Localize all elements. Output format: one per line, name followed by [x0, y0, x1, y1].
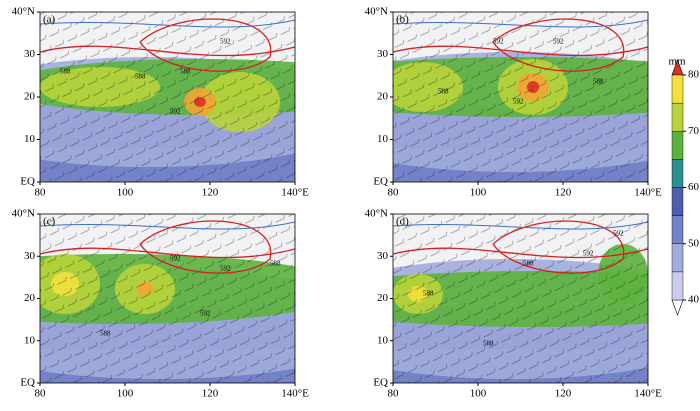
contour-label: 588: [423, 290, 434, 298]
map-field: 588 588 592 592 588: [40, 12, 295, 182]
x-tick-label: 80: [388, 388, 400, 400]
map-field: 592 592 588 592 588: [40, 214, 295, 383]
colorbar-band: [671, 243, 684, 273]
colorbar-tick-label: 80: [688, 69, 700, 81]
colorbar-band: [671, 74, 684, 104]
contour-label: 592: [583, 250, 594, 258]
y-tick-label: 10: [377, 133, 389, 145]
panel-label: (b): [396, 14, 409, 26]
colorbar-tick-label: 60: [688, 181, 700, 193]
jet-line: [393, 19, 648, 28]
panel-label: (c): [43, 216, 56, 228]
colorbar-tick-label: 40: [688, 294, 700, 306]
x-tick-label: 140°E: [634, 187, 662, 199]
contour-label: 592: [200, 310, 211, 318]
contour-label: 592: [613, 230, 624, 238]
x-tick-label: 120: [202, 187, 219, 199]
x-tick-label: 120: [555, 388, 572, 400]
x-tick-label: 140°E: [281, 187, 309, 199]
colorbar-tick-label: 70: [688, 125, 700, 137]
x-tick-label: 100: [470, 187, 487, 199]
y-tick-label: 30: [377, 48, 389, 60]
contour-label: 588: [180, 68, 191, 76]
x-tick-label: 80: [388, 187, 400, 199]
wind-barbs: [40, 214, 295, 383]
contour-label: 592: [220, 265, 231, 273]
y-tick-label: 40°N: [12, 208, 35, 220]
contour-592: [492, 18, 625, 72]
colorbar-band: [671, 215, 684, 244]
y-tick-label: 20: [24, 292, 36, 304]
y-tick-label: 40°N: [365, 6, 388, 18]
contour-label: 588: [135, 73, 146, 81]
contour-label: 588: [270, 260, 281, 268]
colorbar-tick-label: 50: [688, 237, 700, 249]
colorbar-band: [671, 131, 684, 160]
y-tick-label: 40°N: [365, 208, 388, 220]
colorbar-band: [671, 159, 684, 188]
contour-588: [393, 247, 648, 259]
jet-line: [40, 221, 295, 230]
map-panel: 592 592 588 592 588 (c) 80 100 120 140°E EQ 10 20 30 4…: [12, 208, 309, 400]
contour-label: 588: [523, 260, 534, 268]
colorbar-band: [671, 271, 684, 301]
contour-label: 588: [60, 68, 71, 76]
x-tick-label: 140°E: [634, 388, 662, 400]
jet-line: [40, 19, 295, 28]
x-tick-label: 100: [117, 388, 134, 400]
contour-label: 588: [100, 330, 111, 338]
contour-592: [492, 220, 625, 274]
contour-label: 592: [220, 38, 231, 46]
y-tick-label: 20: [377, 292, 389, 304]
y-tick-label: 10: [24, 133, 36, 145]
y-tick-label: EQ: [373, 377, 388, 389]
contour-label: 592: [170, 255, 181, 263]
y-tick-label: 30: [377, 250, 389, 262]
x-tick-label: 140°E: [281, 388, 309, 400]
colorbar-low: [671, 299, 684, 316]
y-tick-label: 10: [24, 334, 36, 346]
contour-588: [393, 45, 648, 57]
contour-588: [40, 247, 295, 259]
map-panel: 588 592 588 588 592 (d) 80 100 120 140°E EQ 10 20 30 4…: [365, 208, 662, 400]
colorbar-band: [671, 187, 684, 216]
map-field: 588 592 588 588 592: [393, 214, 648, 383]
contour-592: [139, 18, 272, 72]
x-tick-label: 100: [470, 388, 487, 400]
jet-line: [393, 221, 648, 230]
contour-label: 592: [170, 108, 181, 116]
contour-label: 588: [438, 88, 449, 96]
y-tick-label: 30: [24, 250, 36, 262]
contour-588: [40, 45, 295, 57]
y-tick-label: 20: [377, 91, 389, 103]
wind-barbs: [393, 12, 648, 182]
wind-barbs: [40, 12, 295, 182]
y-tick-label: 30: [24, 48, 36, 60]
y-tick-label: 10: [377, 334, 389, 346]
colorbar-band: [671, 102, 684, 132]
x-tick-label: 120: [555, 187, 572, 199]
x-tick-label: 80: [35, 388, 47, 400]
x-tick-label: 80: [35, 187, 47, 199]
y-tick-label: EQ: [373, 176, 388, 188]
x-tick-label: 100: [117, 187, 134, 199]
y-tick-label: EQ: [20, 377, 35, 389]
contour-label: 592: [493, 38, 504, 46]
y-tick-label: 40°N: [12, 6, 35, 18]
x-tick-label: 120: [202, 388, 219, 400]
contour-label: 588: [593, 78, 604, 86]
contour-label: 592: [553, 38, 564, 46]
map-panel: 588 588 592 592 588 (a) 80 100 120 140°E EQ 10 20 30 4…: [12, 6, 309, 199]
panel-label: (d): [396, 216, 409, 228]
contour-label: 588: [483, 340, 494, 348]
contour-592: [139, 220, 272, 274]
map-field: 588 592 592 588 592: [393, 12, 648, 182]
panel-label: (a): [43, 14, 56, 26]
map-panel: 588 592 592 588 592 (b) 80 100 120 140°E EQ 10 20 30 4…: [365, 6, 662, 199]
y-tick-label: EQ: [20, 176, 35, 188]
y-tick-label: 20: [24, 91, 36, 103]
wind-barbs: [393, 214, 648, 383]
contour-label: 592: [513, 98, 524, 106]
